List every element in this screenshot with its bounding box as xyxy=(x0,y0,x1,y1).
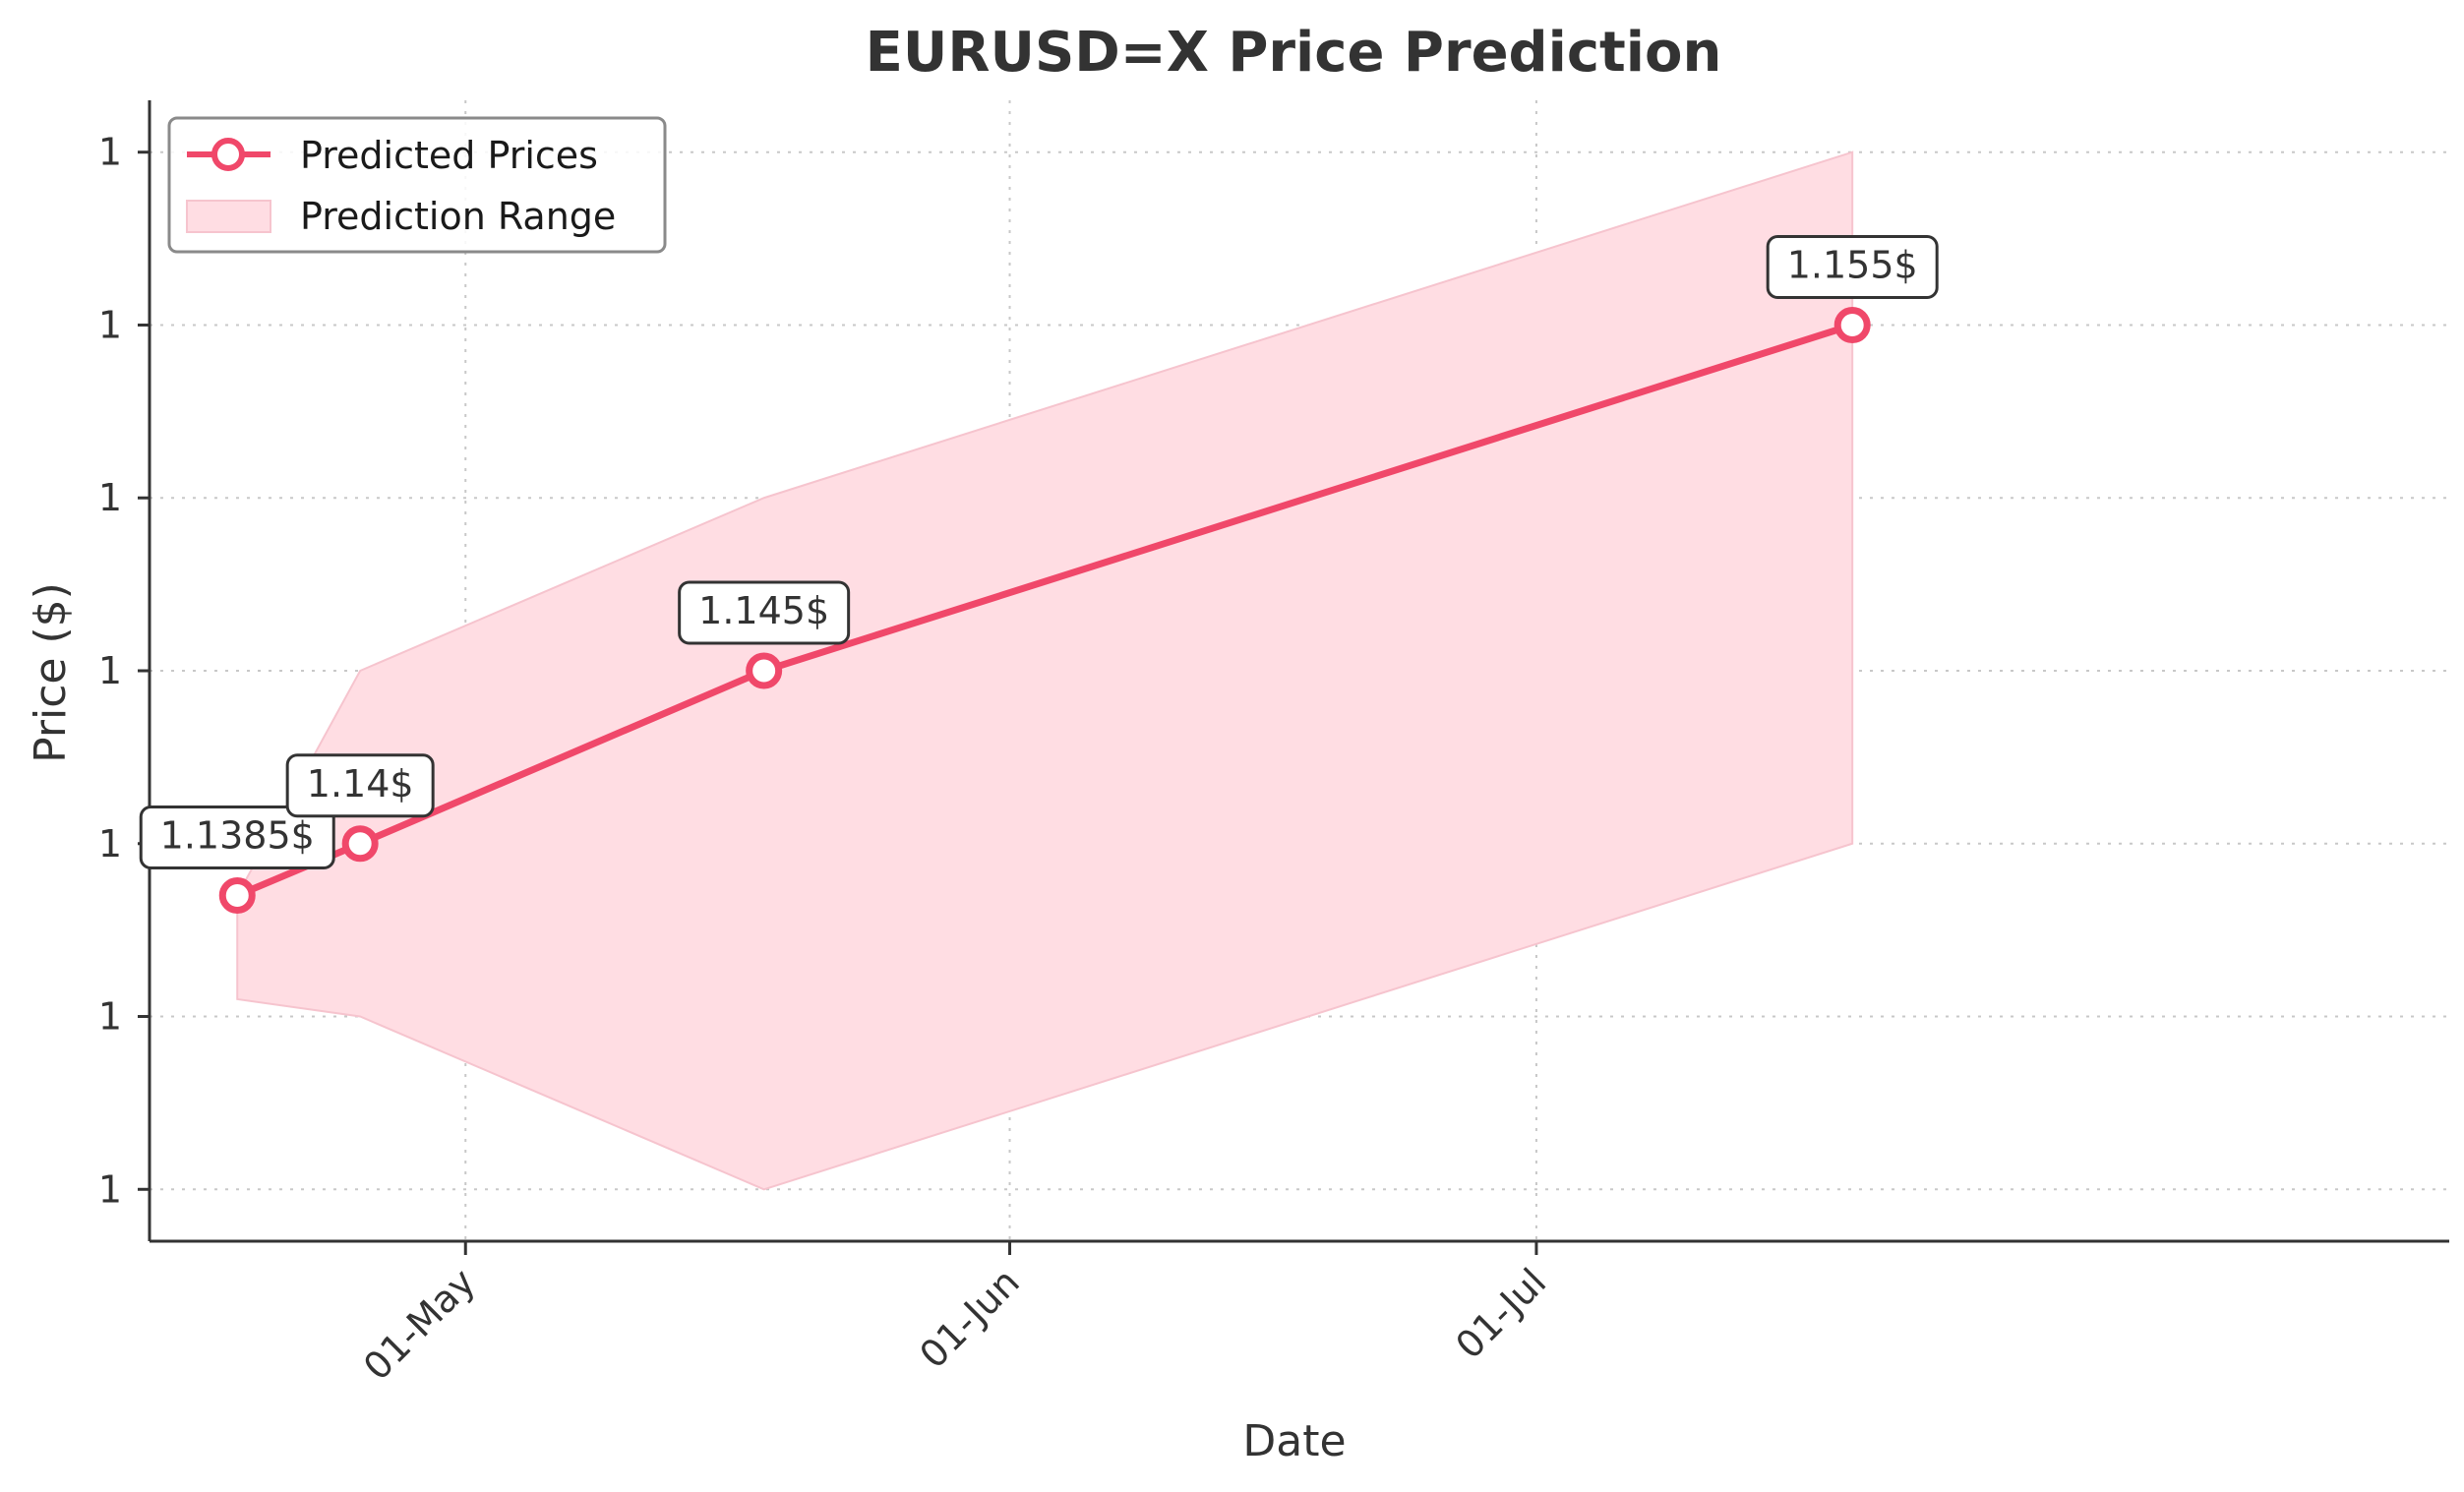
legend-frame xyxy=(167,116,667,254)
data-point xyxy=(218,876,256,914)
data-label: 1.14$ xyxy=(307,762,414,806)
y-tick-label: 1 xyxy=(98,995,122,1039)
legend-label-prediction-range: Prediction Range xyxy=(300,195,616,238)
y-tick-label: 1 xyxy=(98,476,122,519)
data-labels: 1.1385$ 1.14$ 1.145$ 1.155$ xyxy=(139,234,1939,869)
data-label-box xyxy=(1766,234,1939,299)
chart-title: EURUSD=X Price Prediction xyxy=(866,21,1722,85)
y-tick-label: 1 xyxy=(98,1167,122,1211)
y-tick-label: 1 xyxy=(98,303,122,346)
data-label-box xyxy=(678,580,851,645)
x-axis-label: Date xyxy=(1242,1416,1346,1466)
data-label-box xyxy=(139,805,335,869)
prediction-range xyxy=(236,150,1854,1191)
prediction-range-band xyxy=(236,150,1854,1191)
data-label-box xyxy=(285,753,435,818)
y-tick-label: 1 xyxy=(98,649,122,692)
data-label: 1.155$ xyxy=(1787,243,1918,286)
data-point xyxy=(341,825,379,863)
y-axis-label: Price ($) xyxy=(26,582,76,763)
legend: Predicted Prices Prediction Range xyxy=(167,116,667,254)
data-label: 1.145$ xyxy=(698,589,829,632)
data-point xyxy=(1833,306,1871,343)
legend-marker-swatch xyxy=(211,138,245,171)
predicted-prices-line xyxy=(235,322,1854,899)
y-tick-label: 1 xyxy=(98,822,122,865)
y-tick-label: 1 xyxy=(98,131,122,174)
predicted-prices-series xyxy=(218,306,1871,914)
data-point xyxy=(746,652,783,689)
legend-range-swatch xyxy=(186,200,271,233)
data-label: 1.1385$ xyxy=(160,813,315,857)
legend-label-predicted-prices: Predicted Prices xyxy=(300,134,598,177)
